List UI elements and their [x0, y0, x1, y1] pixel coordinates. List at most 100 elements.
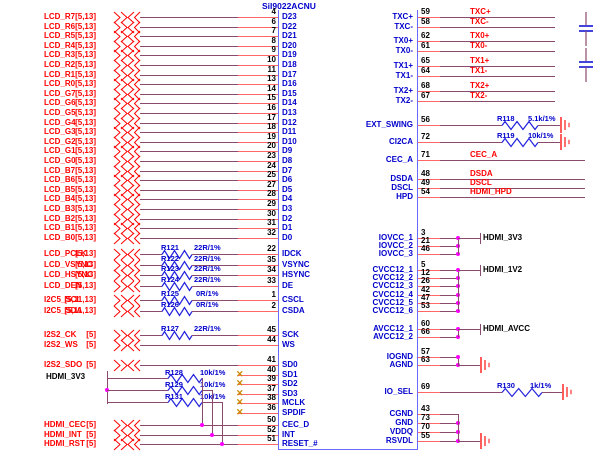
tmds-net-label: TXC+ — [470, 7, 491, 16]
tmds-pin-number: 61 — [421, 41, 430, 50]
sync-wire-in — [140, 275, 162, 276]
power-ground-symbol — [480, 357, 490, 373]
power-wire — [440, 238, 458, 239]
bus-pin-stub — [238, 180, 278, 181]
io-sel-pin-stub — [418, 392, 440, 393]
power-pin-number: 21 — [421, 236, 430, 245]
bus-wire — [140, 75, 238, 76]
sync-offsheet-connector — [113, 269, 141, 282]
i2c-resistor-refdes: R125 — [161, 289, 179, 298]
gnd-pin-number: 43 — [421, 404, 430, 413]
sync-pin-stub — [238, 254, 278, 255]
gnd-pin-number: 73 — [421, 413, 430, 422]
tmds-net-label: TX1+ — [470, 56, 490, 65]
pullup-wire-out — [202, 402, 222, 403]
tmds-pin-name: TX0- — [395, 46, 413, 55]
i2c-net-label: I2C5_SCL — [44, 295, 82, 304]
i2s-wire-out — [192, 335, 238, 336]
bias-pin-name: CI2CA — [388, 137, 413, 146]
power-pin-number: 66 — [421, 327, 430, 336]
bus-pin-number: 18 — [267, 122, 276, 131]
i2s-wire-in — [140, 335, 162, 336]
power-bus-vertical — [458, 357, 459, 365]
bus-pin-number: 30 — [267, 209, 276, 218]
sync-offsheet-connector — [113, 259, 141, 272]
tmds-pin-number: 64 — [421, 66, 430, 75]
gnd-wire — [440, 423, 458, 424]
power-pin-name: CVCC12_3 — [372, 281, 413, 290]
i2c-pin-name: CSDA — [282, 306, 305, 315]
sync-wire-out — [192, 254, 238, 255]
pullup-resistor-refdes: R131 — [165, 392, 183, 401]
power-pin-stub — [418, 270, 440, 271]
ctrl-pin-name: CEC_D — [282, 420, 310, 429]
bias-pin-number: 54 — [421, 187, 430, 196]
bus-wire — [140, 46, 238, 47]
power-bus-junction — [456, 252, 460, 256]
pullup-wire-in — [107, 378, 168, 379]
i2c-xref: [5,11,13] — [64, 306, 96, 315]
bus-wire — [140, 36, 238, 37]
bus-pin-name: D13 — [282, 108, 297, 117]
power-wire — [440, 365, 458, 366]
i2s-unused-pin-name: SPDIF — [282, 408, 306, 417]
sync-pin-number: 22 — [267, 244, 276, 253]
tmds-pin-name: TXC- — [394, 22, 413, 31]
pullup-drop — [222, 402, 223, 444]
gnd-pin-stub — [418, 423, 440, 424]
pullup-resistor — [167, 372, 203, 384]
bus-pin-stub — [238, 190, 278, 191]
sync-resistor-value: 22R/1% — [194, 264, 221, 273]
bus-pin-name: D3 — [282, 204, 293, 213]
bus-wire — [140, 209, 238, 210]
bus-offsheet-connector — [113, 78, 141, 91]
bus-net-label: LCD_B1 — [44, 223, 76, 232]
bus-pin-stub — [238, 132, 278, 133]
bus-net-label: LCD_B3 — [44, 204, 76, 213]
gnd-wire — [440, 414, 458, 415]
pullup-drop — [212, 390, 213, 435]
chip-right-edge — [417, 10, 418, 450]
tmds-wire — [440, 101, 555, 102]
io-sel-resistor-refdes: R130 — [497, 381, 515, 390]
bus-wire — [140, 142, 238, 143]
power-wire — [440, 246, 458, 247]
sync-wire-in — [140, 265, 162, 266]
power-pin-name: AGND — [389, 360, 413, 369]
ctrl-xref: [5] — [86, 430, 96, 439]
bus-xref: [5,13] — [75, 70, 96, 79]
bus-pin-stub — [238, 27, 278, 28]
bias-resistor-refdes: R118 — [497, 114, 515, 123]
power-wire — [440, 254, 458, 255]
bus-pin-number: 27 — [267, 180, 276, 189]
bus-pin-name: D14 — [282, 98, 297, 107]
bus-pin-number: 25 — [267, 170, 276, 179]
bus-wire — [140, 94, 238, 95]
tmds-pin-name: TX1- — [395, 71, 413, 80]
power-wire — [440, 295, 458, 296]
bus-offsheet-connector — [113, 213, 141, 226]
i2s-pin-number: 45 — [267, 325, 276, 334]
sync-wire-out — [192, 275, 238, 276]
bus-wire — [140, 103, 238, 104]
bus-offsheet-connector — [113, 107, 141, 120]
bus-pin-name: D4 — [282, 194, 293, 203]
tmds-pin-stub — [418, 91, 440, 92]
bus-pin-stub — [238, 46, 278, 47]
io-sel-resistor-value: 1k/1% — [530, 381, 552, 390]
bus-xref: [5,13] — [75, 60, 96, 69]
sync-resistor-refdes: R123 — [161, 264, 179, 273]
tmds-wire — [440, 66, 555, 67]
tmds-pin-name: TX2- — [395, 96, 413, 105]
bus-xref: [5,13] — [75, 79, 96, 88]
i2s-unused-pin-name: SD1 — [282, 370, 298, 379]
pullup-drop — [202, 378, 203, 425]
power-rail-wire — [458, 270, 480, 271]
sync-xref: [5,13] — [75, 249, 96, 258]
bus-xref: [5,13] — [75, 146, 96, 155]
bus-wire — [140, 228, 238, 229]
bus-pin-name: D10 — [282, 137, 297, 146]
i2s-unused-pin-stub — [238, 375, 278, 376]
power-wire — [440, 303, 458, 304]
bus-xref: [5,13] — [75, 31, 96, 40]
